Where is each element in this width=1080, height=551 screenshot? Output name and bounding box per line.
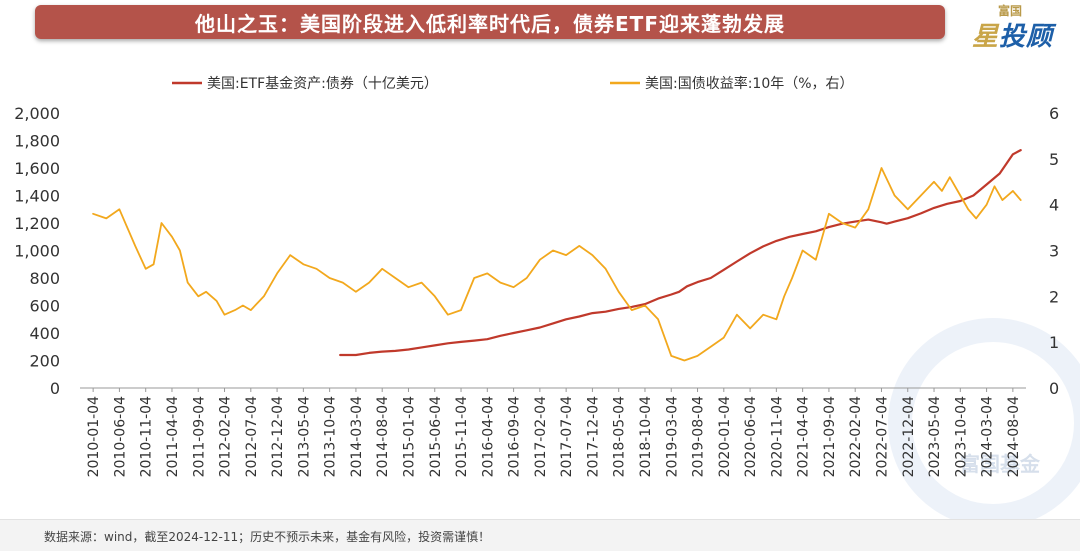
y-left-tick-label: 200 [29, 352, 60, 371]
x-tick-label: 2013-05-04 [296, 396, 312, 477]
x-tick-label: 2022-02-04 [848, 396, 864, 477]
x-tick-label: 2014-03-04 [349, 396, 365, 477]
y-left-tick-label: 400 [29, 324, 60, 343]
x-tick-label: 2018-05-04 [612, 396, 628, 477]
logo-top-text: 富国 [998, 4, 1023, 18]
x-tick-label: 2023-10-04 [953, 396, 969, 477]
chart-legend: 美国:ETF基金资产:债券（十亿美元） 美国:国债收益率:10年（%，右） [172, 75, 854, 92]
legend-label-yield: 美国:国债收益率:10年（%，右） [645, 75, 854, 92]
y-left-tick-label: 1,400 [14, 187, 60, 206]
y-right-tick-label: 3 [1049, 242, 1059, 261]
x-tick-label: 2021-09-04 [822, 396, 838, 477]
logo-main-text: 星投顾 [972, 16, 1053, 53]
y-left-tick-label: 1,000 [14, 242, 60, 261]
x-tick-label: 2022-12-04 [901, 396, 917, 477]
series-line-treasury-yield [92, 167, 1022, 362]
page-title: 他山之玉：美国阶段进入低利率时代后，债券ETF迎来蓬勃发展 [195, 11, 785, 36]
x-tick-label: 2021-04-04 [796, 396, 812, 477]
x-tick-label: 2019-08-04 [691, 396, 707, 477]
y-left-tick-label: 2,000 [14, 104, 60, 123]
y-right-tick-label: 0 [1049, 379, 1059, 398]
x-tick-label: 2010-01-04 [86, 396, 102, 477]
footer-source-note: 数据来源：wind，截至2024-12-11；历史不预示未来，基金有风险，投资需… [44, 530, 491, 544]
x-tick-label: 2020-01-04 [717, 396, 733, 477]
chart-axes: 0 200 400 600 800 1,000 1,200 1,400 1,600 1,800 2,… [14, 104, 1059, 477]
x-tick-label: 2013-10-04 [323, 396, 339, 477]
y-right-tick-label: 1 [1049, 333, 1059, 352]
x-tick-label: 2024-03-04 [980, 396, 996, 477]
y-left-tick-label: 600 [29, 297, 60, 316]
y-left-tick-label: 1,600 [14, 159, 60, 178]
y-right-tick-label: 4 [1049, 196, 1059, 215]
x-tick-label: 2011-04-04 [165, 396, 181, 477]
x-tick-label: 2016-09-04 [507, 396, 523, 477]
chart: 美国:ETF基金资产:债券（十亿美元） 美国:国债收益率:10年（%，右） 0 2… [14, 75, 1059, 477]
y-right-tick-label: 2 [1049, 287, 1059, 306]
x-tick-label: 2014-08-04 [375, 396, 391, 477]
series-line-etf-assets [339, 149, 1022, 357]
x-tick-label: 2023-05-04 [927, 396, 943, 477]
title-banner: 他山之玉：美国阶段进入低利率时代后，债券ETF迎来蓬勃发展 [35, 5, 945, 39]
y-left-tick-label: 1,200 [14, 214, 60, 233]
x-tick-label: 2012-02-04 [218, 396, 234, 477]
y-left-tick-label: 800 [29, 269, 60, 288]
x-tick-label: 2017-07-04 [559, 396, 575, 477]
x-tick-label: 2015-06-04 [428, 396, 444, 477]
x-tick-label: 2017-02-04 [533, 396, 549, 477]
x-tick-label: 2017-12-04 [585, 396, 601, 477]
x-tick-label: 2010-06-04 [112, 396, 128, 477]
footer-bar: 数据来源：wind，截至2024-12-11；历史不预示未来，基金有风险，投资需… [0, 519, 1080, 551]
x-tick-label: 2019-03-04 [664, 396, 680, 477]
y-left-tick-label: 1,800 [14, 132, 60, 151]
x-tick-label: 2012-07-04 [244, 396, 260, 477]
x-tick-label: 2024-08-04 [1006, 396, 1022, 477]
chart-plot-area [92, 149, 1022, 362]
x-tick-label: 2020-11-04 [769, 396, 785, 477]
x-tick-label: 2011-09-04 [191, 396, 207, 477]
y-right-tick-label: 5 [1049, 150, 1059, 169]
logo-main-rest: 投顾 [999, 22, 1054, 52]
x-tick-label: 2018-10-04 [638, 396, 654, 477]
y-left-tick-label: 0 [50, 379, 60, 398]
x-tick-label: 2020-06-04 [743, 396, 759, 477]
x-tick-label: 2022-07-04 [874, 396, 890, 477]
brand-logo: 富国 星投顾 [968, 2, 1068, 53]
x-tick-label: 2016-04-04 [480, 396, 496, 477]
x-tick-label: 2015-01-04 [401, 396, 417, 477]
x-tick-label: 2012-12-04 [270, 396, 286, 477]
legend-label-etf: 美国:ETF基金资产:债券（十亿美元） [207, 75, 438, 92]
x-tick-label: 2015-11-04 [454, 396, 470, 477]
logo-main-first: 星 [972, 22, 1000, 52]
y-right-tick-label: 6 [1049, 104, 1059, 123]
x-tick-label: 2010-11-04 [139, 396, 155, 477]
